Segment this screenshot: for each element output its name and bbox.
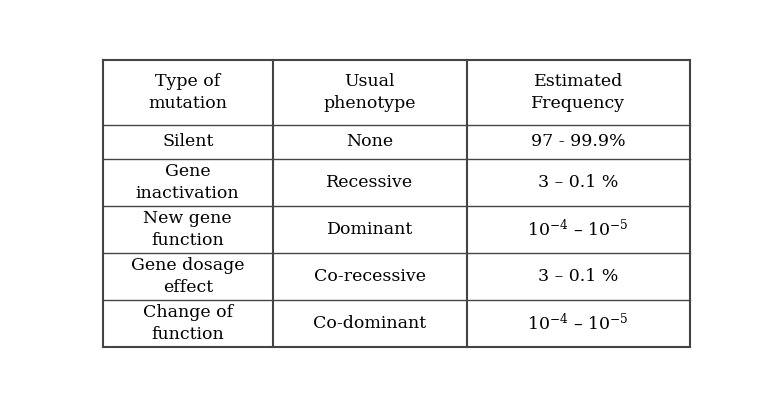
- Text: 10$^{-4}$ – 10$^{-5}$: 10$^{-4}$ – 10$^{-5}$: [527, 313, 629, 334]
- Text: 3 – 0.1 %: 3 – 0.1 %: [538, 174, 618, 191]
- Text: Silent: Silent: [162, 133, 213, 150]
- Text: Type of
mutation: Type of mutation: [148, 73, 227, 112]
- Text: Co-dominant: Co-dominant: [313, 315, 426, 332]
- Text: Gene dosage
effect: Gene dosage effect: [131, 257, 244, 296]
- Text: 97 - 99.9%: 97 - 99.9%: [531, 133, 625, 150]
- Text: 10$^{-4}$ – 10$^{-5}$: 10$^{-4}$ – 10$^{-5}$: [527, 219, 629, 240]
- Text: Gene
inactivation: Gene inactivation: [136, 163, 240, 202]
- Text: Co-recessive: Co-recessive: [314, 268, 426, 285]
- Text: New gene
function: New gene function: [144, 210, 232, 249]
- Text: Dominant: Dominant: [327, 221, 413, 238]
- Text: Usual
phenotype: Usual phenotype: [323, 73, 416, 112]
- Text: Estimated
Frequency: Estimated Frequency: [531, 73, 625, 112]
- Text: Recessive: Recessive: [326, 174, 414, 191]
- Text: None: None: [346, 133, 393, 150]
- Text: 3 – 0.1 %: 3 – 0.1 %: [538, 268, 618, 285]
- Text: Change of
function: Change of function: [143, 304, 233, 343]
